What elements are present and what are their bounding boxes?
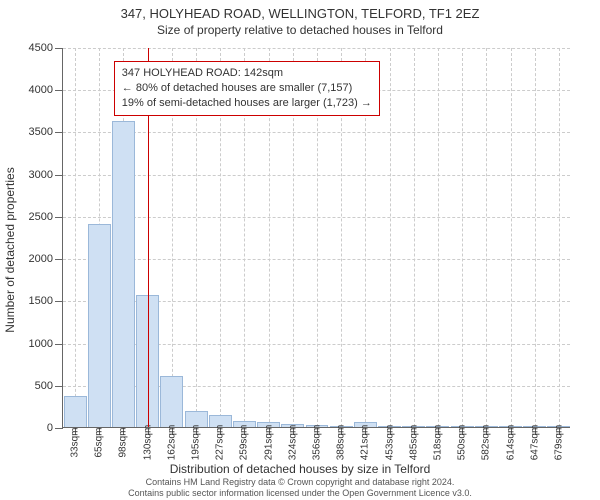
x-tick-label: 550sqm <box>457 425 468 461</box>
y-tick <box>55 259 63 260</box>
footer-line-2: Contains public sector information licen… <box>128 488 472 499</box>
x-tick-label: 388sqm <box>336 425 347 461</box>
grid-line <box>462 48 463 427</box>
y-tick <box>55 175 63 176</box>
x-tick-label: 162sqm <box>166 425 177 461</box>
x-tick-label: 679sqm <box>553 425 564 461</box>
x-tick-label: 518sqm <box>432 425 443 461</box>
bar <box>64 396 87 427</box>
x-tick-label: 65sqm <box>94 427 105 457</box>
y-axis-title: Number of detached properties <box>3 167 17 332</box>
plot-area: 05001000150020002500300035004000450033sq… <box>62 48 570 428</box>
y-tick-label: 2000 <box>29 253 53 265</box>
x-tick-label: 356sqm <box>312 425 323 461</box>
grid-line <box>535 48 536 427</box>
y-tick-label: 1500 <box>29 295 53 307</box>
x-tick-label: 259sqm <box>239 425 250 461</box>
y-tick-label: 3500 <box>29 126 53 138</box>
annotation-line: 19% of semi-detached houses are larger (… <box>122 96 372 111</box>
y-tick-label: 0 <box>47 422 53 434</box>
y-tick-label: 1000 <box>29 338 53 350</box>
y-tick-label: 2500 <box>29 211 53 223</box>
x-tick-label: 582sqm <box>481 425 492 461</box>
x-tick-label: 195sqm <box>191 425 202 461</box>
footer: Contains HM Land Registry data © Crown c… <box>128 477 472 499</box>
y-tick-label: 3000 <box>29 169 53 181</box>
chart-subtitle: Size of property relative to detached ho… <box>0 23 600 37</box>
annotation-line: 347 HOLYHEAD ROAD: 142sqm <box>122 66 372 81</box>
bar <box>160 376 183 427</box>
chart-container: 347, HOLYHEAD ROAD, WELLINGTON, TELFORD,… <box>0 0 600 500</box>
y-tick <box>55 428 63 429</box>
grid-line <box>511 48 512 427</box>
chart-title: 347, HOLYHEAD ROAD, WELLINGTON, TELFORD,… <box>0 0 600 23</box>
x-tick-label: 453sqm <box>384 425 395 461</box>
annotation-line: ← 80% of detached houses are smaller (7,… <box>122 81 372 96</box>
x-tick-label: 291sqm <box>263 425 274 461</box>
x-tick-label: 227sqm <box>215 425 226 461</box>
x-tick-label: 614sqm <box>505 425 516 461</box>
bar <box>112 121 135 427</box>
y-tick <box>55 132 63 133</box>
grid-line <box>75 48 76 427</box>
y-tick <box>55 386 63 387</box>
x-tick-label: 130sqm <box>142 425 153 461</box>
x-tick-label: 98sqm <box>118 427 129 457</box>
x-axis-title: Distribution of detached houses by size … <box>170 462 431 476</box>
x-tick-label: 324sqm <box>287 425 298 461</box>
footer-line-1: Contains HM Land Registry data © Crown c… <box>128 477 472 488</box>
grid-line <box>414 48 415 427</box>
y-tick <box>55 301 63 302</box>
y-tick <box>55 344 63 345</box>
grid-line <box>390 48 391 427</box>
y-tick <box>55 90 63 91</box>
y-tick <box>55 217 63 218</box>
grid-line <box>486 48 487 427</box>
x-tick-label: 647sqm <box>529 425 540 461</box>
y-tick-label: 500 <box>35 380 53 392</box>
y-tick-label: 4500 <box>29 42 53 54</box>
annotation-box: 347 HOLYHEAD ROAD: 142sqm← 80% of detach… <box>114 61 380 116</box>
bar <box>88 224 111 427</box>
x-tick-label: 485sqm <box>408 425 419 461</box>
x-tick-label: 421sqm <box>360 425 371 461</box>
grid-line <box>438 48 439 427</box>
y-tick-label: 4000 <box>29 84 53 96</box>
y-tick <box>55 48 63 49</box>
x-tick-label: 33sqm <box>70 427 81 457</box>
grid-line <box>559 48 560 427</box>
